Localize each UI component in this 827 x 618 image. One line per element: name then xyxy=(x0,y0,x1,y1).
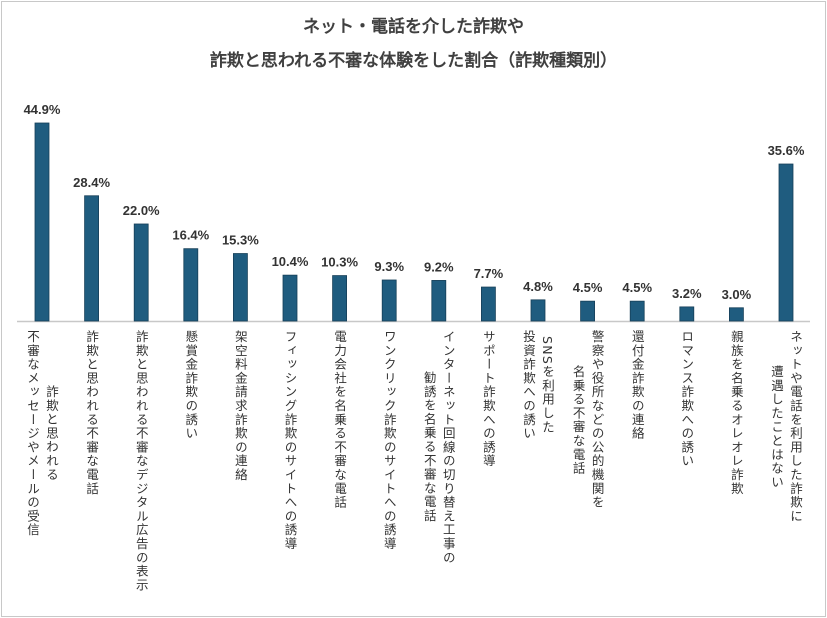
data-label: 35.6% xyxy=(768,143,805,158)
bar xyxy=(282,274,298,322)
bar xyxy=(480,286,496,322)
bar xyxy=(381,279,397,322)
data-label: 3.2% xyxy=(672,286,702,301)
data-label: 10.4% xyxy=(272,254,309,269)
bar xyxy=(530,299,546,322)
category-label: サポート詐欺への誘導 xyxy=(480,330,496,468)
chart-title-line-2: 詐欺と思われる不審な体験をした割合（詐欺種類別） xyxy=(209,51,618,71)
bar xyxy=(332,275,348,322)
bar xyxy=(133,223,149,322)
category-label: 親族を名乗るオレオレ詐欺 xyxy=(728,330,744,496)
category-label: 詐欺と思われる 不審なメッセージやメールの受信 xyxy=(25,330,59,537)
bar xyxy=(629,300,645,322)
category-label: 警察や役所などの公的機関を 名乗る不審な電話 xyxy=(570,330,605,510)
bar xyxy=(580,300,595,322)
category-label: 電力会社を名乗る不審な電話 xyxy=(332,330,348,510)
data-label: 4.5% xyxy=(622,280,652,295)
data-label: 16.4% xyxy=(172,228,209,243)
category-label: 架空料金請求詐欺の連絡 xyxy=(232,330,248,482)
data-label: 9.2% xyxy=(424,259,454,274)
data-label: 44.9% xyxy=(24,102,61,117)
data-label: 4.5% xyxy=(573,280,603,295)
category-label: 還付金詐欺の連絡 xyxy=(629,330,645,441)
bar xyxy=(183,248,199,322)
data-label: 28.4% xyxy=(73,175,110,190)
data-label: 3.0% xyxy=(722,287,752,302)
bar xyxy=(84,195,99,322)
category-label: SNSを利用した 投資詐欺への誘い xyxy=(521,330,555,441)
bar xyxy=(34,122,50,322)
data-label: 10.3% xyxy=(321,255,358,270)
bar xyxy=(431,280,447,322)
bar xyxy=(679,306,695,322)
category-label: ネットや電話を利用した詐欺に 遭遇したことはない xyxy=(769,330,803,524)
data-label: 15.3% xyxy=(222,233,259,248)
category-label: 懸賞金詐欺の誘い xyxy=(183,330,199,441)
data-label: 4.8% xyxy=(523,279,553,294)
bar xyxy=(778,163,794,322)
category-label: 詐欺と思われる不審なデジタル広告の表示 xyxy=(133,330,149,593)
data-label: 9.3% xyxy=(374,259,404,274)
category-label: フィッシング詐欺のサイトへの誘導 xyxy=(282,330,298,551)
bar xyxy=(729,307,744,322)
data-label: 7.7% xyxy=(474,266,504,281)
chart-title-line-1: ネット・電話を介した詐欺や xyxy=(303,17,524,37)
category-label: ワンクリック詐欺のサイトへの誘導 xyxy=(381,330,397,551)
category-label: ロマンス詐欺への誘い xyxy=(679,330,695,468)
data-label: 22.0% xyxy=(123,203,160,218)
category-label: 詐欺と思われる不審な電話 xyxy=(84,330,100,496)
bar xyxy=(232,253,248,322)
category-label: インターネット回線の切り替え工事の 勧誘を名乗る不審な電話 xyxy=(421,330,456,565)
